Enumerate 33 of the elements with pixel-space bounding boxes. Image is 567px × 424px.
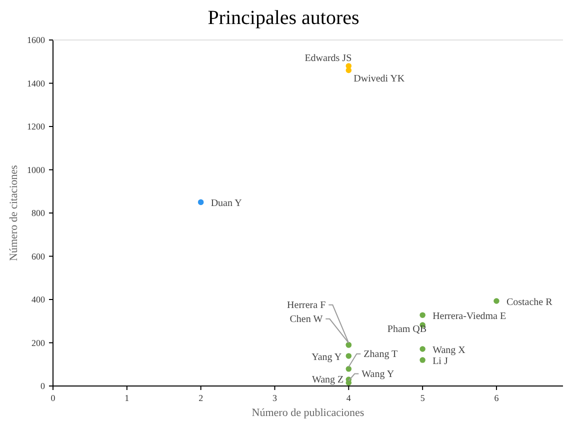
annotation: Wang Y	[362, 368, 394, 380]
x-tick-label: 6	[494, 393, 500, 403]
annotation: Dwivedi YK	[354, 73, 406, 84]
annotation: Costache R	[506, 297, 553, 308]
y-tick-label: 800	[32, 208, 46, 218]
x-tick-label: 1	[124, 393, 130, 403]
annotation: Herrera-Viedma E	[432, 311, 506, 322]
annotation: Yang Y	[312, 352, 342, 363]
y-tick-label: 400	[32, 294, 46, 304]
annotation: Herrera F	[287, 300, 326, 311]
y-tick-label: 0	[40, 381, 46, 391]
y-tick-label: 1400	[27, 78, 46, 88]
annotation: Pham QB	[387, 324, 427, 336]
annotation: Zhang T	[364, 348, 398, 360]
x-tick-label: 0	[50, 393, 56, 403]
y-tick-label: 1200	[27, 122, 46, 132]
y-tick-label: 200	[32, 338, 46, 348]
y-tick-label: 1600	[27, 35, 46, 45]
annotation: Chen W	[290, 314, 324, 325]
y-axis-title: Número de citaciones	[8, 165, 20, 261]
y-tick-label: 1000	[27, 164, 46, 175]
annotation: Duan Y	[210, 198, 242, 210]
x-tick-label: 4	[346, 393, 352, 403]
y-tick-label: 600	[32, 251, 46, 262]
x-tick-label: 2	[198, 393, 204, 403]
annotation: Edwards JS	[304, 52, 352, 64]
annotation: Wang Z	[312, 374, 344, 386]
x-tick-label: 3	[272, 393, 278, 403]
chart-title: Principales autores	[208, 7, 360, 29]
x-tick-label: 5	[420, 393, 426, 403]
x-axis-title: Número de publicaciones	[252, 407, 364, 419]
annotation: Wang X	[432, 345, 466, 356]
annotation: Li J	[432, 356, 448, 368]
